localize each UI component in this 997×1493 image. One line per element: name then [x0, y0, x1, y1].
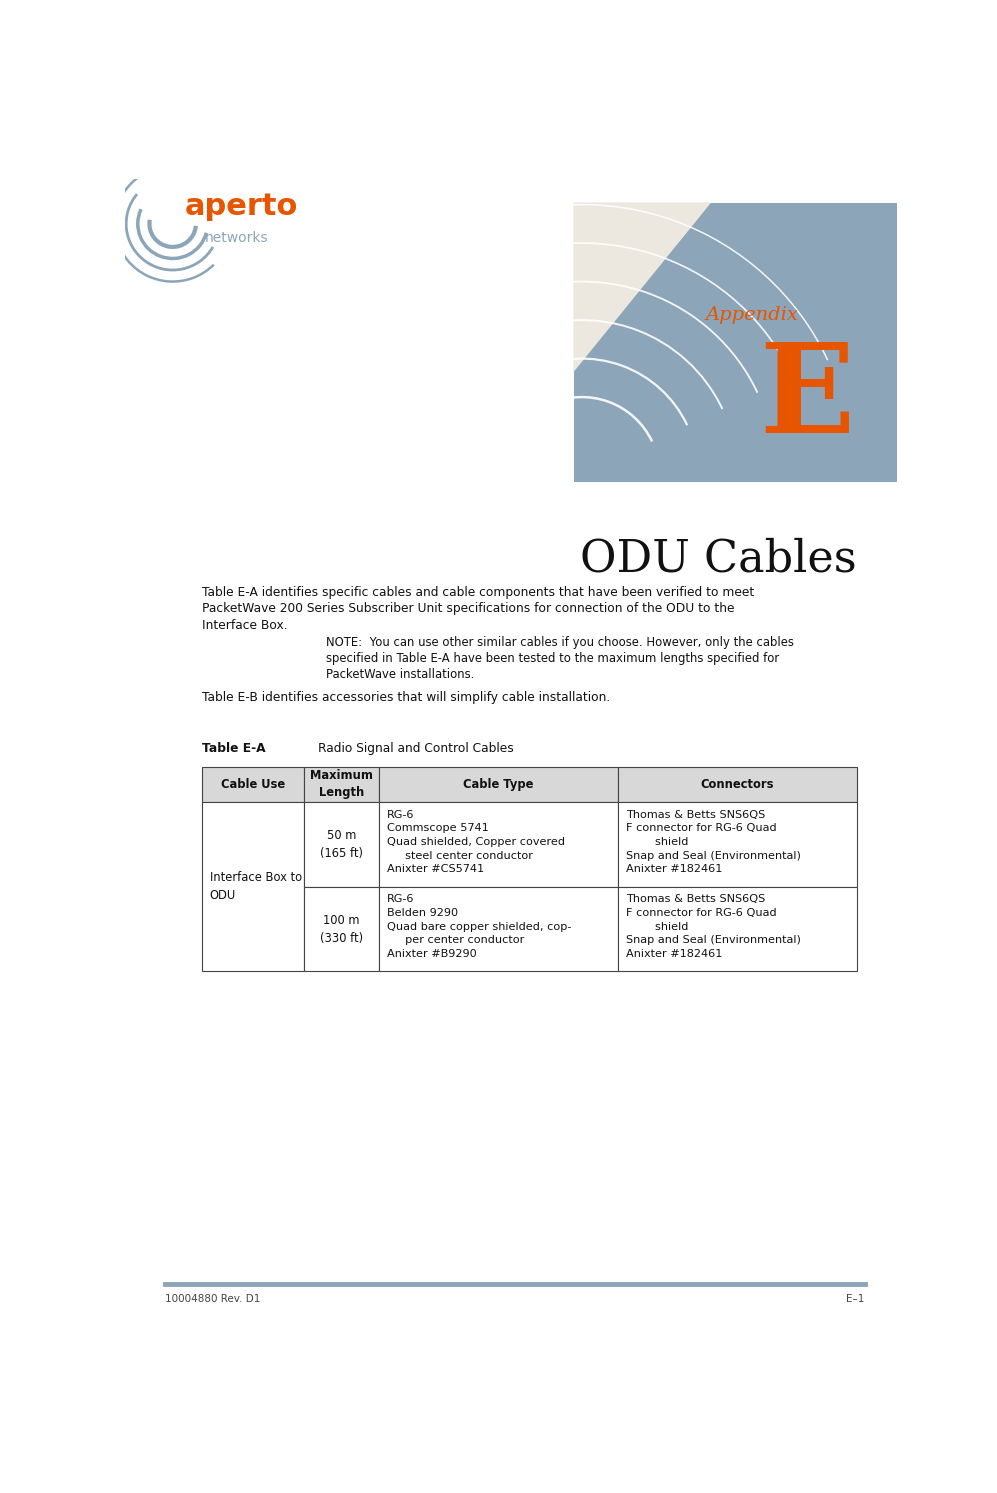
- FancyBboxPatch shape: [304, 767, 379, 802]
- Text: E: E: [759, 337, 854, 458]
- FancyBboxPatch shape: [574, 203, 897, 482]
- FancyBboxPatch shape: [379, 802, 618, 887]
- FancyBboxPatch shape: [379, 767, 618, 802]
- Text: specified in Table E-A have been tested to the maximum lengths specified for: specified in Table E-A have been tested …: [326, 652, 780, 664]
- Polygon shape: [574, 203, 710, 370]
- Text: 50 m
(165 ft): 50 m (165 ft): [320, 829, 363, 860]
- FancyBboxPatch shape: [304, 887, 379, 972]
- Text: E–1: E–1: [846, 1294, 864, 1303]
- Text: Radio Signal and Control Cables: Radio Signal and Control Cables: [318, 742, 514, 755]
- Text: PacketWave installations.: PacketWave installations.: [326, 667, 475, 681]
- Text: Cable Use: Cable Use: [220, 778, 285, 791]
- FancyBboxPatch shape: [379, 887, 618, 972]
- Text: networks: networks: [205, 231, 269, 245]
- Text: Appendix: Appendix: [706, 306, 799, 324]
- Text: ODU Cables: ODU Cables: [580, 537, 857, 581]
- FancyBboxPatch shape: [618, 802, 857, 887]
- FancyBboxPatch shape: [202, 767, 304, 802]
- Text: Maximum
Length: Maximum Length: [310, 769, 373, 799]
- Text: NOTE:  You can use other similar cables if you choose. However, only the cables: NOTE: You can use other similar cables i…: [326, 636, 794, 649]
- Text: RG-6
Commscope 5741
Quad shielded, Copper covered
     steel center conductor
An: RG-6 Commscope 5741 Quad shielded, Coppe…: [387, 809, 564, 875]
- Text: Thomas & Betts SNS6QS
F connector for RG-6 Quad
        shield
Snap and Seal (En: Thomas & Betts SNS6QS F connector for RG…: [626, 894, 801, 959]
- Text: Interface Box to
ODU: Interface Box to ODU: [210, 872, 302, 902]
- Text: Connectors: Connectors: [701, 778, 775, 791]
- Text: aperto: aperto: [184, 193, 298, 221]
- FancyBboxPatch shape: [304, 802, 379, 887]
- Text: Interface Box.: Interface Box.: [202, 618, 288, 632]
- FancyBboxPatch shape: [618, 887, 857, 972]
- Text: 100 m
(330 ft): 100 m (330 ft): [320, 914, 363, 945]
- Text: Table E-A identifies specific cables and cable components that have been verifie: Table E-A identifies specific cables and…: [202, 585, 755, 599]
- Text: RG-6
Belden 9290
Quad bare copper shielded, cop-
     per center conductor
Anixt: RG-6 Belden 9290 Quad bare copper shield…: [387, 894, 571, 959]
- FancyBboxPatch shape: [618, 767, 857, 802]
- Text: 10004880 Rev. D1: 10004880 Rev. D1: [165, 1294, 260, 1303]
- Text: Thomas & Betts SNS6QS
F connector for RG-6 Quad
        shield
Snap and Seal (En: Thomas & Betts SNS6QS F connector for RG…: [626, 809, 801, 875]
- FancyBboxPatch shape: [202, 802, 304, 972]
- Text: PacketWave 200 Series Subscriber Unit specifications for connection of the ODU t: PacketWave 200 Series Subscriber Unit sp…: [202, 602, 735, 615]
- Text: Table E-A: Table E-A: [202, 742, 266, 755]
- Text: Cable Type: Cable Type: [464, 778, 533, 791]
- Text: Table E-B identifies accessories that will simplify cable installation.: Table E-B identifies accessories that wi…: [202, 691, 610, 705]
